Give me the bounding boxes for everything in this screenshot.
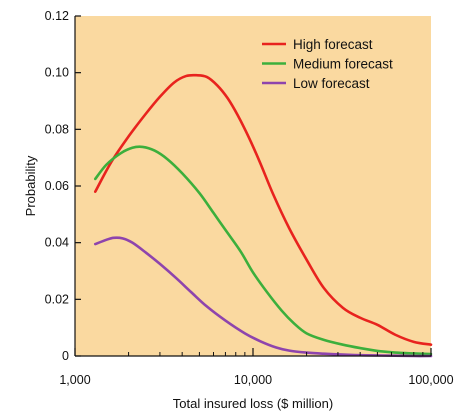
x-tick-label: 10,000 xyxy=(234,373,272,387)
legend-label-low-forecast: Low forecast xyxy=(293,76,370,91)
y-ticks: 0 0.02 0.04 0.06 0.08 0.10 0.12 xyxy=(45,9,81,363)
legend-label-high-forecast: High forecast xyxy=(293,37,373,52)
y-tick-label: 0.02 xyxy=(45,292,69,306)
y-tick-label: 0.10 xyxy=(45,66,69,80)
y-tick-label: 0.06 xyxy=(45,179,69,193)
series-line-low-forecast xyxy=(93,236,433,358)
x-tick-label: 1,000 xyxy=(59,373,90,387)
series-line-high-forecast xyxy=(93,73,433,346)
y-axis-label: Probability xyxy=(23,155,38,216)
series-layer xyxy=(93,73,433,358)
series-line-medium-forecast xyxy=(93,145,433,356)
y-tick-label: 0.12 xyxy=(45,9,69,23)
legend-label-medium-forecast: Medium forecast xyxy=(293,57,393,72)
legend: High forecast Medium forecast Low forecast xyxy=(262,37,393,91)
y-tick-label: 0.04 xyxy=(45,236,69,250)
x-axis-label: Total insured loss ($ million) xyxy=(173,396,333,411)
y-tick-label: 0 xyxy=(62,349,69,363)
y-tick-label: 0.08 xyxy=(45,122,69,136)
x-tick-label: 100,000 xyxy=(408,373,453,387)
x-ticks: 1,000 10,000 100,000 xyxy=(59,348,454,387)
plot-background xyxy=(75,16,431,356)
